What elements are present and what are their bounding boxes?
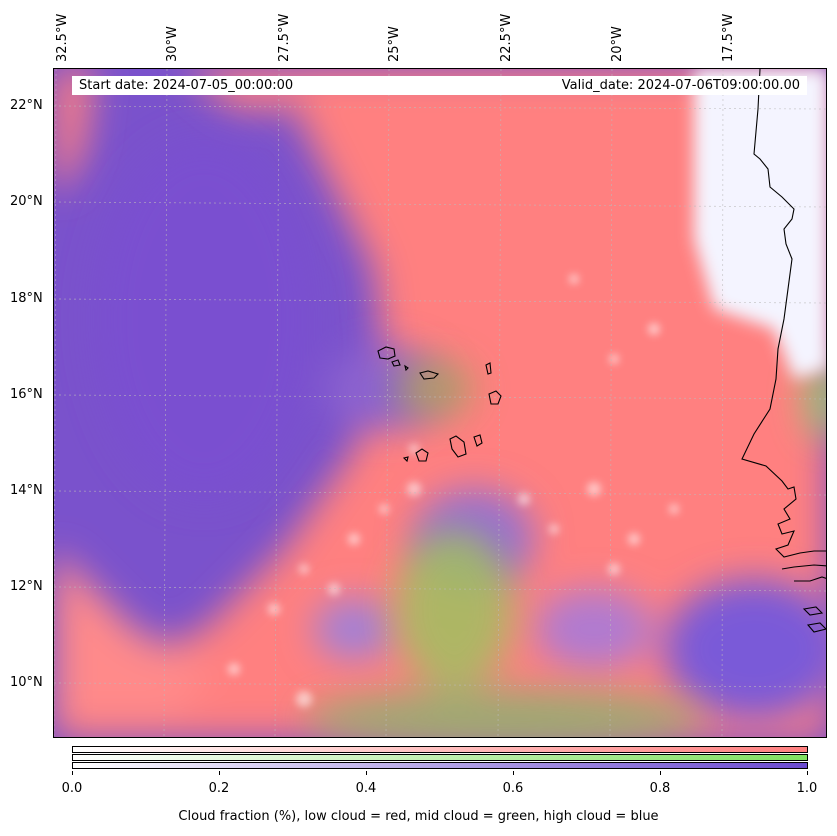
start-date-label: Start date: 2024-07-05_00:00:00: [79, 78, 294, 93]
colorbar-mid-cloud: [72, 754, 808, 761]
colorbar-low-cloud: [72, 746, 808, 753]
colorbar-tickmark: [366, 771, 367, 775]
lat-label-10n: 10°N: [10, 675, 43, 690]
colorbar-high-cloud: [72, 762, 808, 769]
colorbar-tickmark: [219, 771, 220, 775]
valid-date-label: Valid_date: 2024-07-06T09:00:00.00: [561, 78, 800, 93]
mid-cloud-field: [304, 359, 826, 737]
map-info-bar: Start date: 2024-07-05_00:00:00 Valid_da…: [72, 76, 807, 95]
clear-sky-area: [694, 69, 826, 379]
lon-label-32-5w: 32.5°W: [55, 13, 70, 62]
lon-label-27-5w: 27.5°W: [277, 13, 292, 62]
lat-label-14n: 14°N: [10, 483, 43, 498]
map-canvas: [54, 69, 826, 737]
graticule: [54, 69, 826, 737]
colorbar-tick-0-4: 0.4: [355, 781, 377, 796]
lat-label-22n: 22°N: [10, 98, 43, 113]
colorbar-tick-0-6: 0.6: [502, 781, 524, 796]
cloud-fraction-map: [53, 68, 827, 738]
africa-coastline: [741, 69, 826, 633]
lon-label-30w: 30°W: [165, 26, 180, 62]
lat-label-16n: 16°N: [10, 387, 43, 402]
colorbar-tickmark: [72, 771, 73, 775]
colorbar: [72, 746, 808, 770]
lat-label-18n: 18°N: [10, 291, 43, 306]
cape-verde-islands: [377, 346, 502, 463]
colorbar-tick-1: 1.0: [796, 781, 818, 796]
colorbar-tickmark: [513, 771, 514, 775]
colorbar-tick-0: 0.0: [61, 781, 83, 796]
colorbar-tick-0-8: 0.8: [649, 781, 671, 796]
lon-label-20w: 20°W: [610, 26, 625, 62]
cumulus-speckles: [228, 274, 679, 707]
lat-label-12n: 12°N: [10, 579, 43, 594]
lon-label-22-5w: 22.5°W: [499, 13, 514, 62]
colorbar-label: Cloud fraction (%), low cloud = red, mid…: [178, 809, 659, 824]
lon-label-25w: 25°W: [387, 26, 402, 62]
colorbar-tickmark: [807, 771, 808, 775]
colorbar-tickmark: [660, 771, 661, 775]
lat-label-20n: 20°N: [10, 194, 43, 209]
colorbar-tick-0-2: 0.2: [208, 781, 230, 796]
lon-label-17-5w: 17.5°W: [721, 13, 736, 62]
